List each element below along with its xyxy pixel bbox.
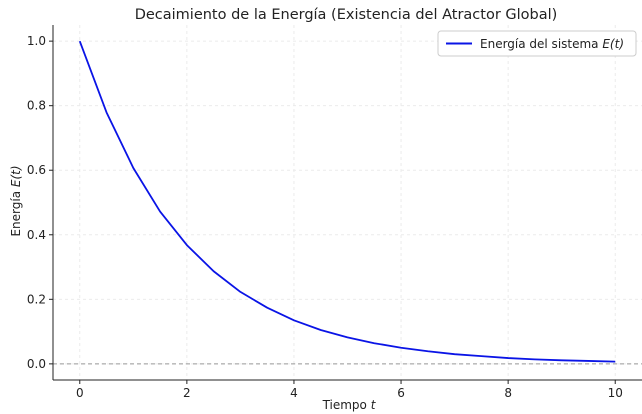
y-tick-label: 0.6 [27, 163, 46, 177]
legend: Energía del sistema E(t) [437, 30, 637, 57]
y-tick-label: 0.0 [27, 357, 46, 371]
x-axis-label-variable: t [371, 398, 377, 412]
legend-entry-variable: E(t) [602, 37, 624, 51]
x-tick-label: 8 [504, 386, 512, 400]
legend-entry-text: Energía del sistema [480, 37, 602, 51]
y-axis-label-text: Energía [9, 187, 23, 236]
y-tick-label: 0.2 [27, 292, 46, 306]
axes [52, 25, 642, 381]
x-tick-label: 4 [290, 386, 298, 400]
legend-box [437, 30, 637, 57]
y-tick-label: 1.0 [27, 34, 46, 48]
y-axis-label-variable: E(t) [9, 165, 23, 187]
chart-title: Decaimiento de la Energía (Existencia de… [135, 7, 558, 23]
y-tick-label: 0.8 [27, 99, 46, 113]
y-axis-label: Energía E(t) [9, 165, 23, 236]
y-tick-label: 0.4 [27, 228, 46, 242]
x-tick-label: 10 [608, 386, 623, 400]
grid [53, 25, 642, 380]
x-axis-label-text: Tiempo [322, 398, 371, 412]
x-axis-label: Tiempo t [322, 398, 377, 412]
x-tick-label: 2 [183, 386, 191, 400]
ticks: 0 2 4 6 8 10 0.0 0.2 0.4 0.6 0.8 1.0 [27, 34, 623, 400]
series-layer [78, 40, 616, 363]
series-line-energy [78, 40, 616, 363]
x-tick-label: 6 [397, 386, 405, 400]
x-tick-label: 0 [76, 386, 84, 400]
legend-entry-label: Energía del sistema E(t) [480, 37, 624, 51]
